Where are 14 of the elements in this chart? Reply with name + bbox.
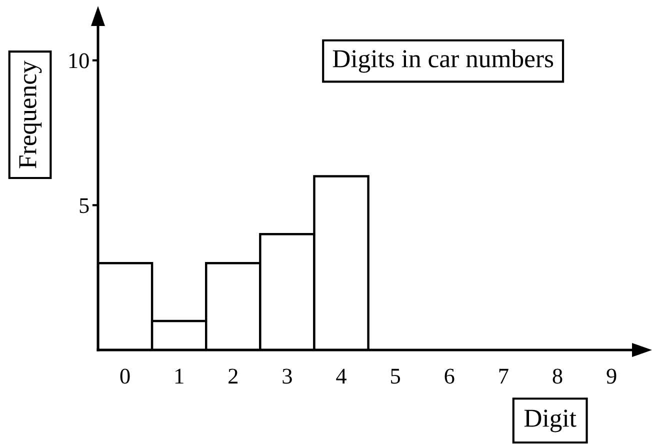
x-axis-title: Digit [524,410,576,432]
x-tick-label: 2 [228,368,238,384]
x-tick-label: 8 [552,368,562,384]
x-tick-label: 7 [499,368,508,384]
x-tick-label: 4 [336,368,346,384]
x-tick-label: 5 [391,368,400,384]
y-tick-label: 10 [69,53,89,68]
x-tick-label: 1 [175,368,184,384]
x-tick-label: 3 [282,368,292,384]
text: Digits in car numbers [332,49,554,73]
x-tick-label: 0 [120,368,130,384]
x-tick-label: 9 [606,368,616,384]
y-axis-title: Frequency [19,60,42,168]
x-tick-label: 6 [444,368,454,384]
